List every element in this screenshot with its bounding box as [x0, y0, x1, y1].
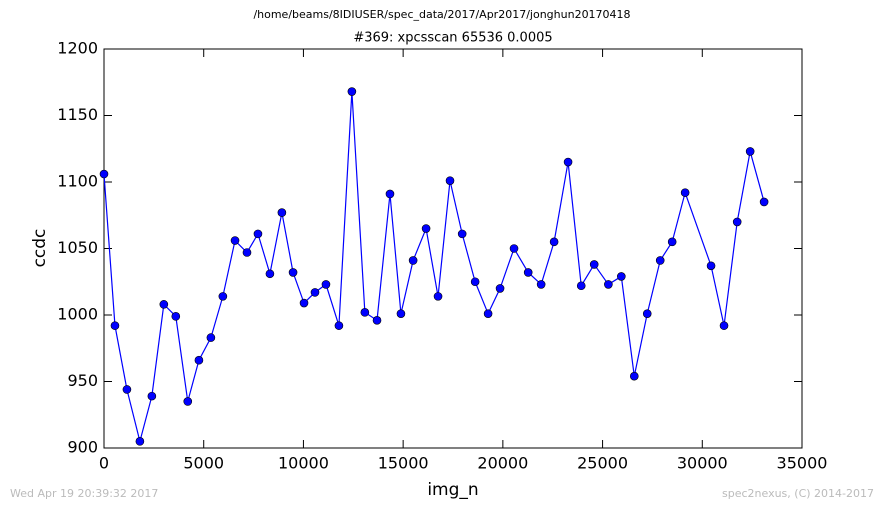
data-point — [194, 355, 204, 365]
data-point — [360, 308, 370, 317]
y-tick-label: 1050 — [57, 238, 98, 257]
x-tick-label: 10000 — [278, 454, 329, 473]
data-point — [99, 169, 109, 179]
data-point — [218, 292, 228, 301]
y-axis-label: ccdc — [30, 229, 50, 268]
data-point — [347, 87, 357, 96]
x-tick-label: 0 — [99, 454, 109, 473]
y-tick-label: 950 — [67, 371, 98, 390]
data-point — [265, 269, 275, 279]
data-point — [277, 208, 287, 217]
data-point — [655, 256, 665, 265]
data-point — [483, 309, 493, 318]
y-tick-label: 1000 — [57, 305, 98, 324]
data-point — [470, 277, 480, 287]
data-point — [147, 391, 157, 401]
data-point — [732, 217, 742, 227]
data-point — [206, 333, 216, 342]
data-point — [288, 268, 298, 277]
data-point — [183, 397, 193, 406]
data-point — [159, 300, 169, 309]
data-point — [589, 260, 599, 269]
chart-title: #369: xpcsscan 65536 0.0005 — [353, 31, 552, 46]
y-tick-label: 1100 — [57, 172, 98, 191]
data-point — [110, 321, 120, 330]
data-point — [372, 316, 382, 325]
data-point — [719, 321, 729, 330]
y-tick-label: 1200 — [57, 39, 98, 58]
data-point — [421, 224, 431, 233]
data-point — [445, 176, 455, 185]
x-tick-label: 20000 — [477, 454, 528, 473]
data-point — [642, 309, 652, 318]
data-point — [310, 288, 320, 297]
data-point — [680, 188, 690, 197]
data-point — [457, 229, 467, 239]
x-tick-label: 5000 — [183, 454, 224, 473]
x-tick-label: 25000 — [577, 454, 628, 473]
footer-timestamp: Wed Apr 19 20:39:32 2017 — [10, 487, 158, 500]
data-point — [122, 385, 132, 394]
x-tick-label: 30000 — [677, 454, 728, 473]
data-point — [253, 229, 263, 239]
x-axis-label: img_n — [427, 480, 478, 500]
data-point — [396, 309, 406, 318]
data-point — [321, 280, 331, 289]
data-point — [523, 268, 533, 277]
x-tick-label: 35000 — [777, 454, 828, 473]
data-point — [509, 244, 519, 253]
data-point — [299, 298, 309, 308]
chart-suptitle: /home/beams/8IDIUSER/spec_data/2017/Apr2… — [253, 8, 630, 21]
data-point — [667, 237, 677, 247]
data-point — [629, 371, 639, 381]
data-point — [408, 256, 418, 265]
data-point — [549, 237, 559, 247]
plot-frame — [103, 48, 803, 449]
data-point — [536, 280, 546, 289]
data-point — [334, 321, 344, 330]
data-point — [135, 437, 145, 446]
data-point — [576, 281, 586, 291]
footer-credit: spec2nexus, (C) 2014-2017 — [722, 487, 874, 500]
data-point — [604, 280, 613, 289]
data-point — [242, 248, 252, 257]
x-tick-label: 15000 — [378, 454, 429, 473]
data-point — [433, 292, 443, 301]
y-tick-label: 900 — [67, 438, 98, 457]
data-point — [171, 312, 181, 321]
data-point — [495, 284, 505, 293]
data-point — [706, 261, 716, 271]
data-point — [745, 147, 755, 156]
data-point — [617, 272, 626, 281]
data-point — [230, 236, 240, 245]
data-point — [759, 197, 769, 207]
y-tick-label: 1150 — [57, 105, 98, 124]
data-point — [563, 157, 573, 167]
data-point — [385, 189, 395, 199]
